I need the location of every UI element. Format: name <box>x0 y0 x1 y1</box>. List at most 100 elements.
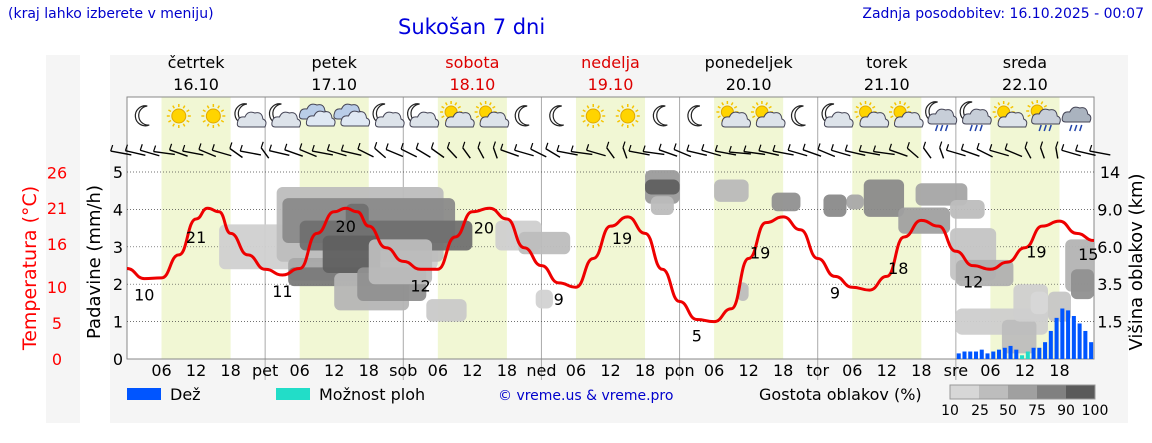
wind-barb <box>124 144 146 157</box>
sun-ray <box>168 109 172 113</box>
wind-barb <box>400 142 418 158</box>
sun-ray <box>217 123 220 127</box>
wind-barb-staff <box>1075 149 1096 157</box>
sun-ray <box>635 119 639 123</box>
wind-barb-staff <box>374 147 387 159</box>
moon-shape <box>134 105 150 127</box>
temperature-value-label: 12 <box>963 273 983 292</box>
cloud-layer <box>863 179 905 217</box>
wind-barb-staff <box>240 150 262 156</box>
temperature-tick: 16 <box>47 235 67 254</box>
wind-barb-staff <box>715 150 737 156</box>
wind-barb-flag <box>728 145 732 153</box>
temperature-value-label: 11 <box>272 282 292 301</box>
wind-barb-staff <box>845 149 866 157</box>
wind-barb <box>906 142 919 159</box>
temperature-axis-label: Temperatura (°C) <box>19 186 41 351</box>
wind-barb <box>728 145 751 155</box>
wind-barb-flag <box>1055 141 1059 148</box>
sun-ray <box>586 105 590 109</box>
temperature-value-label: 21 <box>186 228 206 247</box>
legend-cloud-density-scale: 10 25 50 75 90 100 <box>941 384 1108 419</box>
x-tick-day: sob <box>389 361 417 380</box>
wind-barb-flag <box>1075 144 1079 151</box>
wind-barb-staff <box>817 148 836 158</box>
wind-barb-staff <box>922 147 932 159</box>
wind-barb-flag <box>556 144 560 152</box>
wind-barb-staff <box>492 147 498 159</box>
x-tick-hour: 12 <box>1015 361 1035 380</box>
wind-barb-staff <box>1089 150 1111 156</box>
sun-ray <box>617 109 621 113</box>
precip-bar <box>1077 323 1082 359</box>
wind-barb-staff <box>153 150 175 156</box>
wind-barb-flag <box>743 145 747 152</box>
sun-ray <box>1040 101 1044 105</box>
density-scale-border <box>949 384 1096 400</box>
x-tick-hour: 12 <box>462 361 482 380</box>
sun-ray <box>172 105 175 109</box>
x-tick-hour: 06 <box>151 361 171 380</box>
wind-barb-flag <box>357 142 361 150</box>
sun-ray <box>1010 105 1014 109</box>
wind-barb-flag <box>945 144 950 151</box>
cloud-height-axis-label: Višina oblakov (km) <box>1126 173 1147 350</box>
precipitation-tick: 1 <box>113 313 123 332</box>
wind-barb <box>830 144 851 157</box>
x-tick-hour: 18 <box>220 361 240 380</box>
wind-barb <box>139 144 160 157</box>
wind-barb <box>701 144 721 157</box>
sun-cloud-icon <box>474 101 510 128</box>
sun-ray <box>868 102 872 106</box>
x-tick-hour: 12 <box>877 361 897 380</box>
wind-barb-flag <box>628 144 632 152</box>
wind-barb-staff <box>946 149 966 157</box>
sun-ray <box>1027 114 1031 118</box>
wind-barb <box>686 144 708 157</box>
sun-ray <box>717 105 721 109</box>
region-hint[interactable]: (kraj lahko izberete v meniju) <box>8 6 214 22</box>
temperature-value-label: 15 <box>1078 245 1098 264</box>
wind-barb-flag <box>182 144 186 152</box>
wind-barb-flag <box>374 142 378 149</box>
sun-ray <box>733 105 738 109</box>
wind-barb <box>446 141 458 159</box>
wind-barb <box>743 145 766 156</box>
wind-barb-staff <box>327 149 347 157</box>
wind-barb-flag <box>500 143 504 151</box>
day-name: sobota <box>445 53 499 72</box>
wind-barb <box>1004 143 1023 158</box>
wind-barb-staff <box>658 149 678 157</box>
wind-barb <box>182 144 204 156</box>
wind-barb <box>545 142 561 158</box>
wind-barb-flag <box>686 144 690 151</box>
wind-barb-flag <box>1024 141 1028 148</box>
wind-barb-flag <box>922 141 927 149</box>
sun-ray <box>202 119 206 123</box>
wind-barb-staff <box>989 149 1009 157</box>
sun-ray <box>441 115 445 119</box>
sun-ray <box>479 102 483 106</box>
rain-drop <box>1074 124 1078 132</box>
wind-barb-flag <box>260 141 264 149</box>
precip-bar <box>962 351 967 359</box>
precipitation-tick: 5 <box>113 163 123 182</box>
wind-barb-flag <box>658 143 662 151</box>
cloud-shape <box>409 111 440 128</box>
sun-icon <box>581 104 606 128</box>
sun-icon <box>615 104 640 128</box>
wind-barb <box>989 144 1009 157</box>
rain-drop <box>1043 124 1047 132</box>
precipitation-tick: 0 <box>113 350 123 369</box>
wind-barb-staff <box>431 147 445 159</box>
wind-barb-flag <box>211 144 215 151</box>
copyright-link[interactable]: © vreme.us & vreme.pro <box>498 388 674 404</box>
wind-barb <box>260 141 270 159</box>
wind-barb <box>858 144 881 156</box>
cloud-cover <box>219 170 1094 354</box>
sun-ray <box>475 115 480 119</box>
wind-barb <box>1055 141 1059 159</box>
wind-barb-staff <box>1004 148 1023 158</box>
